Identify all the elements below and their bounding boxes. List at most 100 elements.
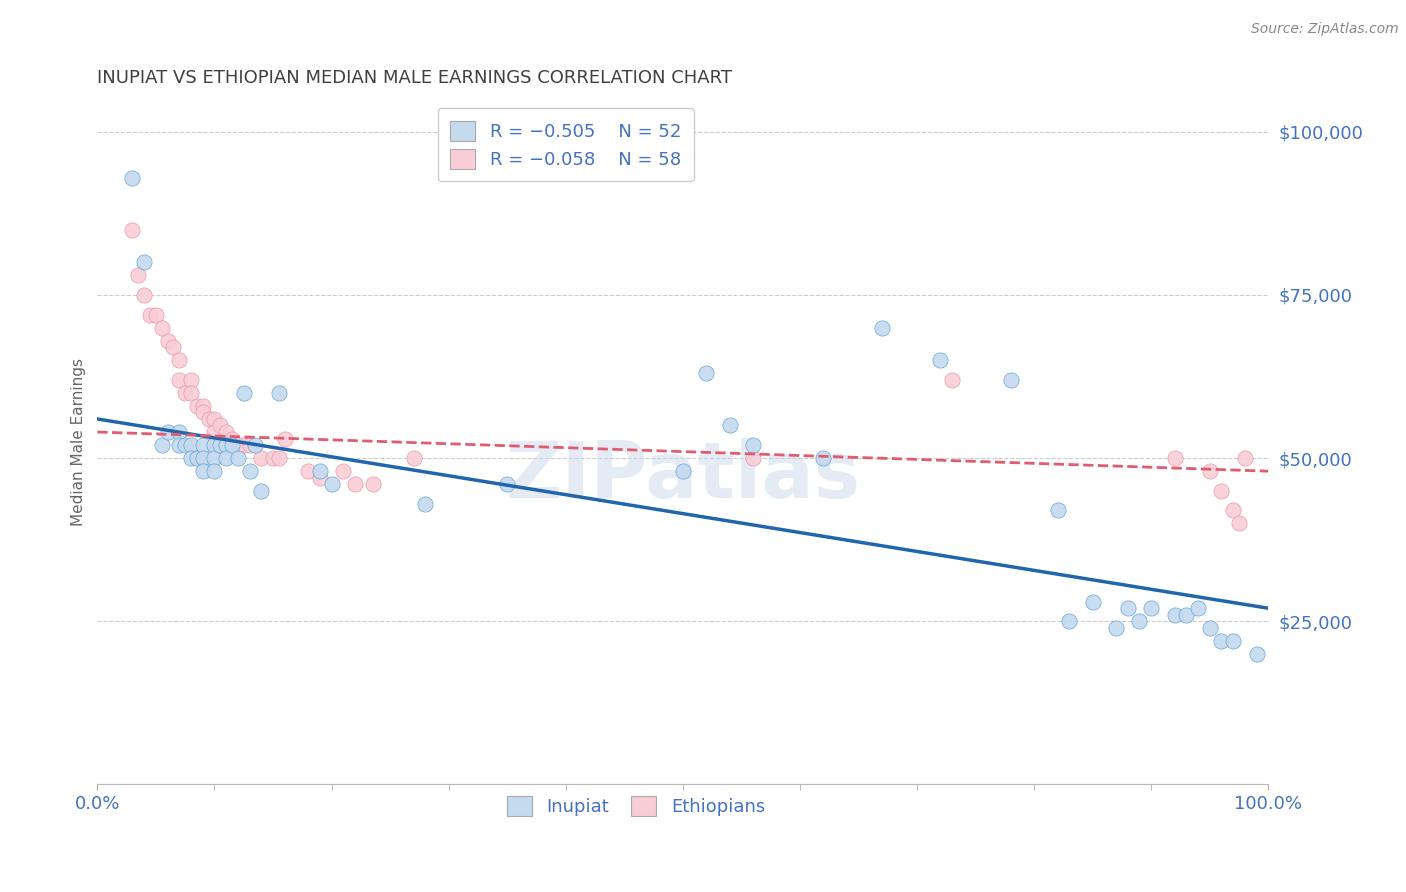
Point: [204, 464, 226, 478]
Point: [209, 418, 232, 433]
Point: [221, 432, 243, 446]
Point: [1116, 601, 1139, 615]
Point: [221, 438, 243, 452]
Point: [180, 438, 202, 452]
Point: [169, 373, 191, 387]
Point: [742, 451, 765, 466]
Point: [239, 464, 262, 478]
Point: [226, 438, 249, 452]
Point: [180, 373, 202, 387]
Point: [1198, 464, 1220, 478]
Point: [813, 451, 835, 466]
Point: [250, 451, 273, 466]
Y-axis label: Median Male Earnings: Median Male Earnings: [72, 358, 86, 525]
Point: [672, 464, 695, 478]
Point: [204, 412, 226, 426]
Point: [267, 451, 290, 466]
Point: [191, 451, 214, 466]
Point: [1000, 373, 1022, 387]
Point: [169, 438, 191, 452]
Point: [204, 425, 226, 439]
Point: [262, 451, 284, 466]
Point: [1227, 516, 1250, 531]
Point: [209, 438, 232, 452]
Point: [343, 477, 366, 491]
Point: [929, 353, 952, 368]
Point: [191, 405, 214, 419]
Point: [308, 464, 330, 478]
Point: [1163, 607, 1185, 622]
Point: [718, 418, 741, 433]
Point: [695, 366, 717, 380]
Point: [204, 451, 226, 466]
Point: [134, 288, 156, 302]
Point: [1222, 503, 1244, 517]
Point: [297, 464, 319, 478]
Point: [174, 438, 197, 452]
Point: [226, 451, 249, 466]
Point: [232, 385, 254, 400]
Point: [204, 438, 226, 452]
Point: [1128, 614, 1150, 628]
Point: [191, 464, 214, 478]
Point: [169, 353, 191, 368]
Point: [1140, 601, 1163, 615]
Point: [308, 471, 330, 485]
Point: [1057, 614, 1080, 628]
Point: [169, 425, 191, 439]
Point: [191, 438, 214, 452]
Text: ZIPatlas: ZIPatlas: [505, 438, 860, 514]
Point: [174, 385, 197, 400]
Point: [197, 412, 219, 426]
Point: [245, 438, 267, 452]
Point: [1175, 607, 1198, 622]
Point: [232, 438, 254, 452]
Point: [162, 340, 184, 354]
Text: Source: ZipAtlas.com: Source: ZipAtlas.com: [1251, 22, 1399, 37]
Point: [250, 483, 273, 498]
Point: [1198, 621, 1220, 635]
Point: [215, 438, 238, 452]
Point: [742, 438, 765, 452]
Point: [180, 385, 202, 400]
Point: [1187, 601, 1209, 615]
Point: [239, 438, 262, 452]
Point: [1211, 483, 1233, 498]
Point: [413, 497, 436, 511]
Point: [121, 170, 143, 185]
Point: [496, 477, 519, 491]
Legend: Inupiat, Ethiopians: Inupiat, Ethiopians: [499, 789, 772, 823]
Point: [332, 464, 354, 478]
Point: [361, 477, 384, 491]
Point: [150, 320, 173, 334]
Point: [1081, 595, 1104, 609]
Point: [941, 373, 963, 387]
Point: [145, 308, 167, 322]
Point: [191, 399, 214, 413]
Point: [215, 425, 238, 439]
Point: [121, 223, 143, 237]
Point: [156, 334, 179, 348]
Point: [180, 451, 202, 466]
Point: [156, 425, 179, 439]
Point: [127, 268, 149, 283]
Point: [267, 385, 290, 400]
Point: [1222, 633, 1244, 648]
Point: [870, 320, 893, 334]
Point: [321, 477, 343, 491]
Point: [402, 451, 425, 466]
Point: [186, 399, 208, 413]
Point: [1211, 633, 1233, 648]
Point: [1246, 647, 1268, 661]
Point: [139, 308, 162, 322]
Point: [1163, 451, 1185, 466]
Point: [1233, 451, 1256, 466]
Text: INUPIAT VS ETHIOPIAN MEDIAN MALE EARNINGS CORRELATION CHART: INUPIAT VS ETHIOPIAN MEDIAN MALE EARNING…: [97, 69, 733, 87]
Point: [273, 432, 295, 446]
Point: [186, 451, 208, 466]
Point: [134, 255, 156, 269]
Point: [150, 438, 173, 452]
Point: [215, 451, 238, 466]
Point: [1105, 621, 1128, 635]
Point: [1046, 503, 1069, 517]
